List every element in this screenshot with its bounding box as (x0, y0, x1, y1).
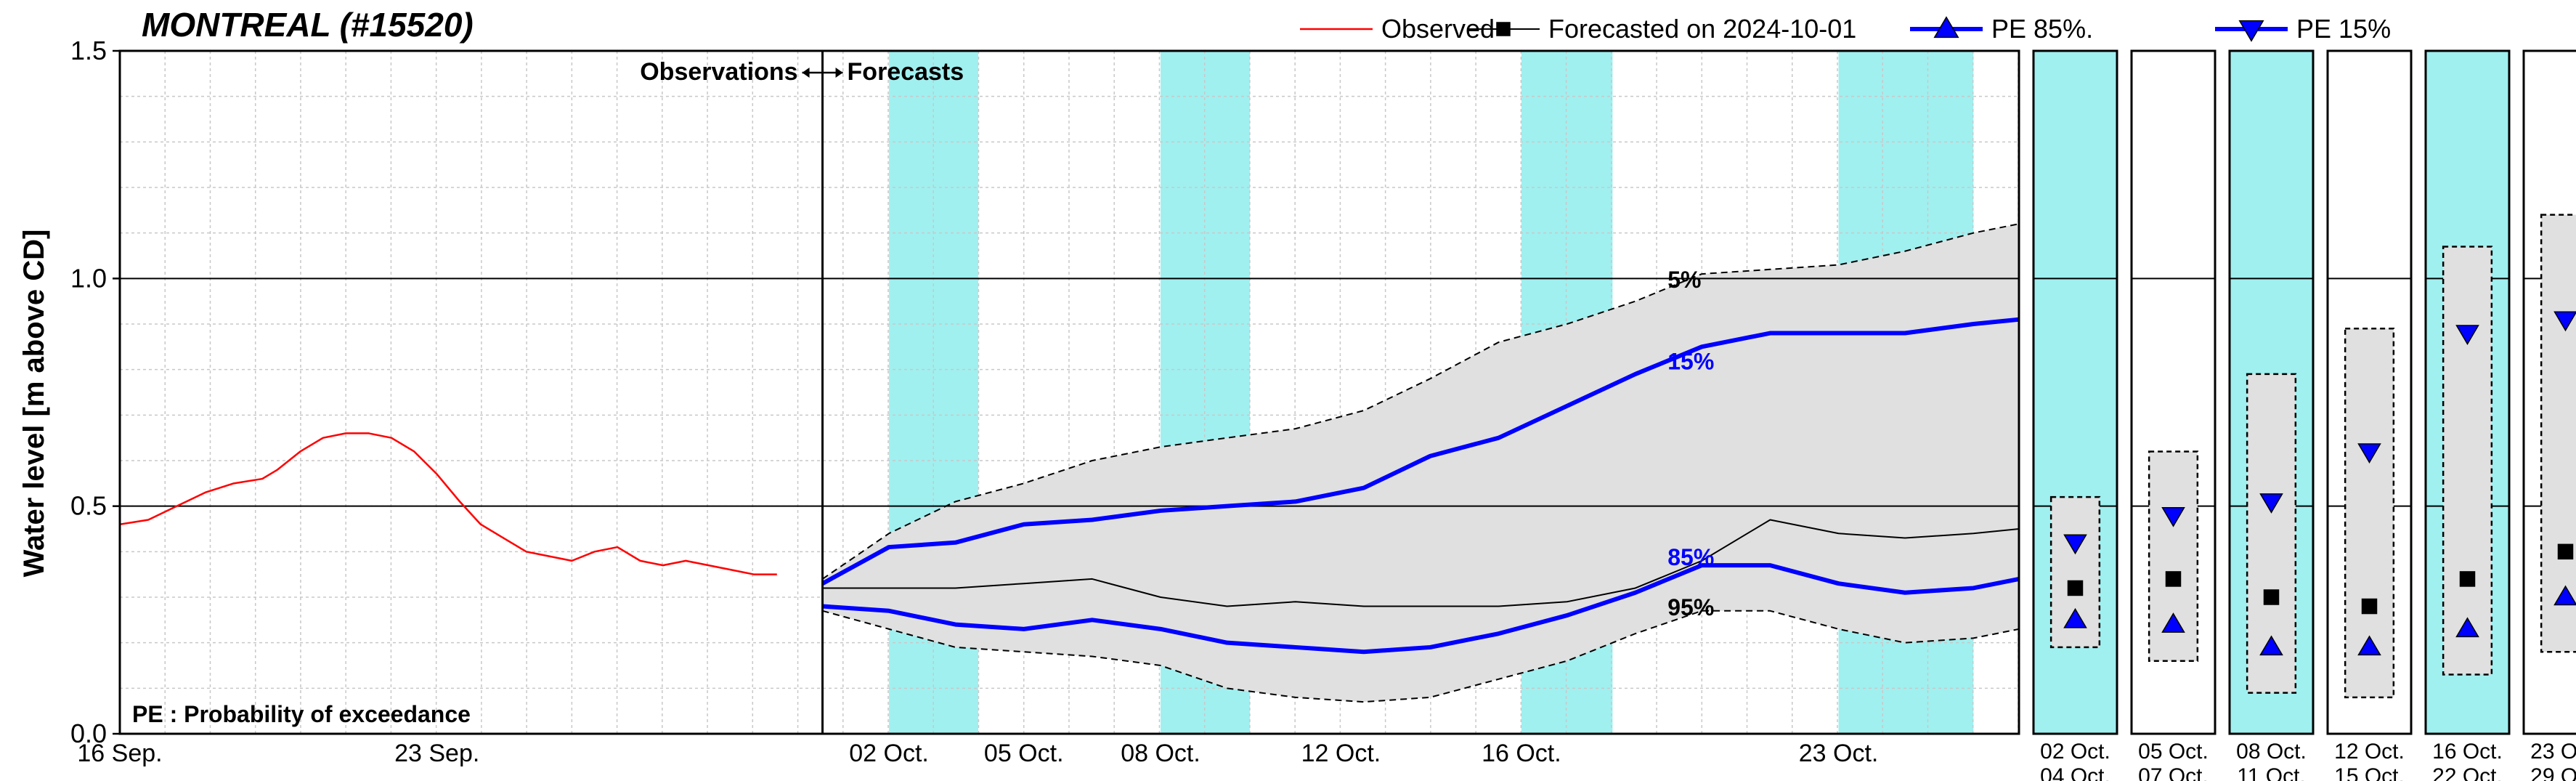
panel-label-top: 12 Oct. (2334, 740, 2405, 764)
y-tick-label: 1.0 (70, 263, 107, 293)
x-tick-label: 23 Sep. (394, 740, 479, 767)
panel-label-bot: 11 Oct. (2237, 764, 2305, 781)
panel-label-top: 08 Oct. (2236, 740, 2307, 764)
x-tick-label: 23 Oct. (1799, 740, 1879, 767)
panel-envelope (2541, 215, 2576, 652)
panel-label-top: 16 Oct. (2432, 740, 2503, 764)
panel-envelope (2443, 246, 2492, 674)
legend-label: PE 85%. (1991, 14, 2093, 44)
chart-title: MONTREAL (#15520) (142, 6, 474, 44)
y-axis-label: Water level [m above CD] (18, 230, 50, 578)
x-tick-label: 16 Sep. (77, 740, 162, 767)
x-tick-label: 08 Oct. (1121, 740, 1200, 767)
x-tick-label: 05 Oct. (984, 740, 1064, 767)
observations-label: Observations (640, 58, 797, 86)
x-tick-label: 12 Oct. (1301, 740, 1381, 767)
chart-svg: 5%15%85%95%0.00.51.01.516 Sep.23 Sep.02 … (0, 0, 2576, 781)
panel-label-bot: 29 Oct. (2530, 764, 2576, 781)
pe-note: PE : Probability of exceedance (132, 701, 471, 727)
inline-label: 15% (1667, 349, 1714, 375)
x-tick-label: 16 Oct. (1482, 740, 1561, 767)
figure-container: 5%15%85%95%0.00.51.01.516 Sep.23 Sep.02 … (0, 0, 2576, 781)
y-tick-label: 0.5 (70, 491, 107, 521)
panel-label-top: 02 Oct. (2040, 740, 2110, 764)
inline-label: 95% (1667, 594, 1714, 620)
legend-label: Forecasted on 2024-10-01 (1548, 14, 1856, 44)
y-tick-label: 1.5 (70, 36, 107, 65)
inline-label: 5% (1667, 267, 1701, 293)
observed-line (120, 433, 777, 574)
panel-label-bot: 15 Oct. (2334, 764, 2405, 781)
panel-label-bot: 22 Oct. (2432, 764, 2503, 781)
panel-label-bot: 04 Oct. (2040, 764, 2110, 781)
inline-label: 85% (1667, 544, 1714, 570)
panel-label-bot: 07 Oct. (2138, 764, 2209, 781)
x-tick-label: 02 Oct. (849, 740, 929, 767)
forecasts-label: Forecasts (848, 58, 964, 86)
panel-label-top: 05 Oct. (2138, 740, 2209, 764)
panel-label-top: 23 Oct. (2530, 740, 2576, 764)
legend-label: PE 15% (2296, 14, 2391, 44)
